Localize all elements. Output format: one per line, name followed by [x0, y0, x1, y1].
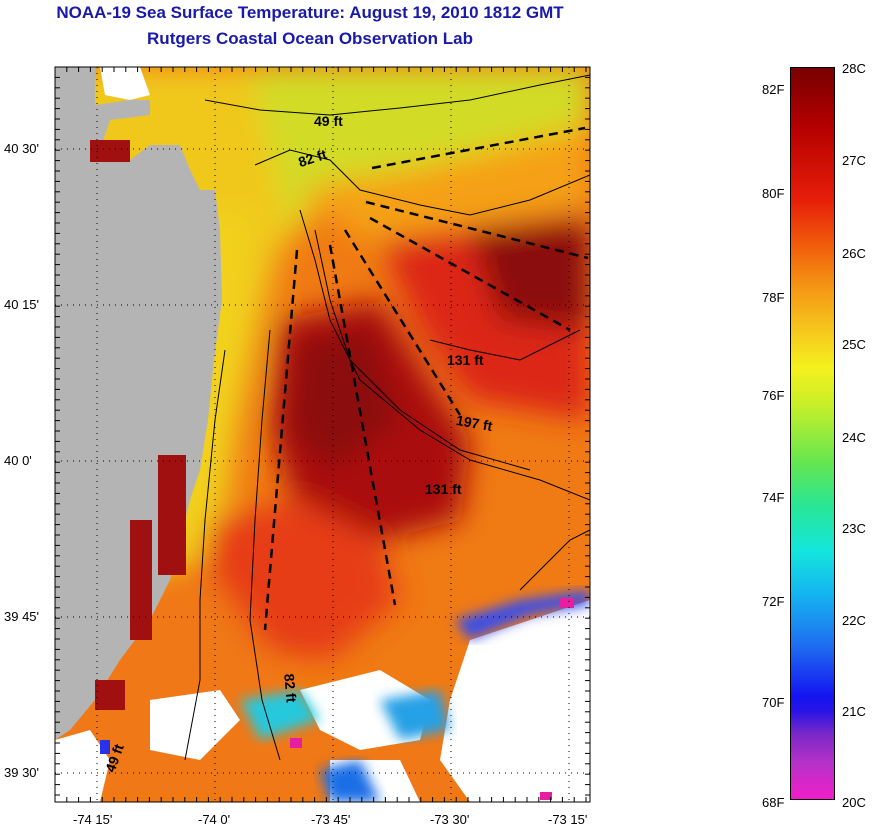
- lat-label: 40 30': [4, 141, 40, 156]
- frame-ticks: [54, 66, 590, 802]
- fahrenheit-label: 80F: [762, 186, 785, 201]
- chart-title: NOAA-19 Sea Surface Temperature: August …: [56, 3, 564, 22]
- bay-warm: [130, 520, 152, 640]
- bay-warm: [90, 140, 130, 162]
- celsius-label: 22C: [842, 613, 866, 628]
- celsius-label: 23C: [842, 521, 866, 536]
- lon-label: -73 15': [548, 812, 588, 827]
- celsius-label: 27C: [842, 153, 866, 168]
- fahrenheit-label: 74F: [762, 490, 785, 505]
- map-frame: [54, 66, 591, 803]
- lon-label: -73 30': [430, 812, 470, 827]
- celsius-label: 25C: [842, 337, 866, 352]
- cloud-patch: [100, 67, 150, 100]
- celsius-label: 28C: [842, 61, 866, 76]
- depth-label: 82 ft: [281, 672, 300, 704]
- lon-label: -74 15': [73, 812, 113, 827]
- depth-label: 131 ft: [447, 352, 484, 368]
- lat-label: 39 30': [4, 765, 40, 780]
- fahrenheit-label: 82F: [762, 82, 785, 97]
- lat-label: 40 0': [4, 453, 32, 468]
- celsius-label: 20C: [842, 795, 866, 810]
- transect-lines: [263, 126, 589, 631]
- lon-label: -74 0': [198, 812, 231, 827]
- fahrenheit-label: 70F: [762, 695, 785, 710]
- celsius-label: 21C: [842, 704, 866, 719]
- cloud-patch: [55, 730, 110, 802]
- chart-subtitle: Rutgers Coastal Ocean Observation Lab: [147, 29, 473, 48]
- depth-label: 131 ft: [425, 481, 462, 497]
- lat-label: 40 15': [4, 297, 40, 312]
- bay-warm: [95, 680, 125, 710]
- celsius-label: 24C: [842, 430, 866, 445]
- fahrenheit-label: 72F: [762, 594, 785, 609]
- celsius-label: 26C: [842, 246, 866, 261]
- lat-label: 39 45': [4, 609, 40, 624]
- colorbar: [790, 67, 835, 800]
- depth-contours: [184, 74, 590, 761]
- fahrenheit-label: 68F: [762, 795, 785, 810]
- depth-label: 49 ft: [314, 113, 343, 129]
- lon-label: -73 45': [311, 812, 351, 827]
- lat-lon-grid: [55, 67, 590, 802]
- cloud-region: [100, 590, 590, 802]
- bay-warm: [158, 455, 186, 575]
- fahrenheit-label: 76F: [762, 388, 785, 403]
- fahrenheit-label: 78F: [762, 290, 785, 305]
